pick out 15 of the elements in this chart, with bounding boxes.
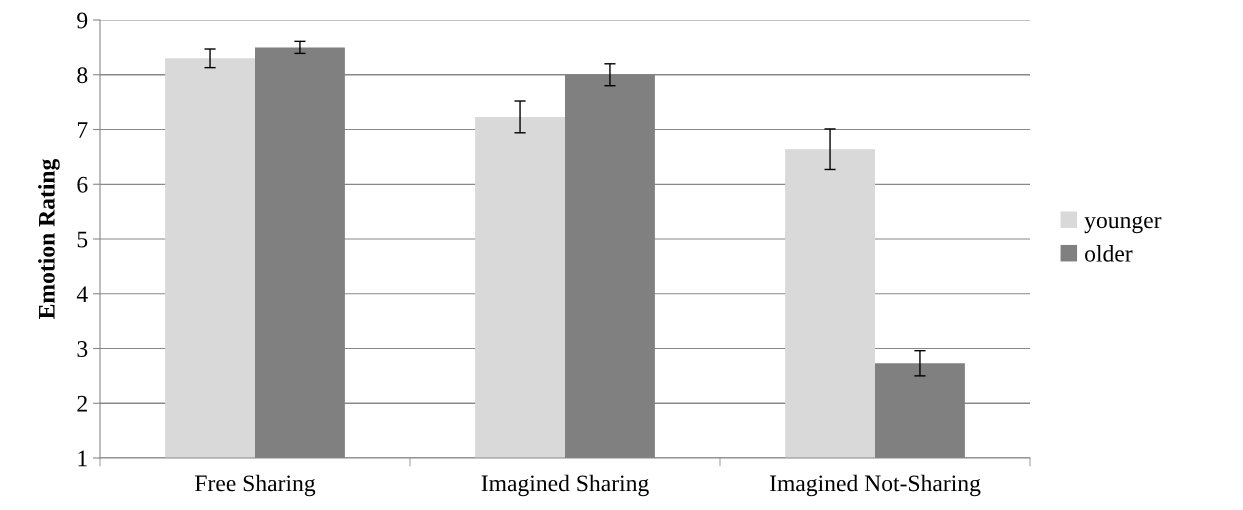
y-tick-label: 2 bbox=[77, 395, 87, 412]
y-tick-label: 6 bbox=[77, 176, 88, 193]
legend-label: older bbox=[1085, 245, 1133, 262]
y-axis-title: Emotion Rating bbox=[38, 158, 60, 319]
legend-label: younger bbox=[1084, 215, 1162, 234]
y-tick-label: 4 bbox=[76, 286, 88, 302]
y-tick-label: 3 bbox=[77, 341, 88, 357]
y-tick-label: 9 bbox=[77, 12, 88, 29]
y-tick-label: 7 bbox=[77, 122, 88, 138]
x-tick-label: Free Sharing bbox=[195, 474, 316, 497]
x-tick-label: Imagined Not-Sharing bbox=[769, 474, 981, 497]
y-tick-label: 5 bbox=[77, 231, 88, 248]
y-tick-label: 8 bbox=[77, 67, 88, 84]
y-tick-label: 1 bbox=[78, 450, 87, 467]
x-tick-label: Imagined Sharing bbox=[481, 474, 649, 497]
